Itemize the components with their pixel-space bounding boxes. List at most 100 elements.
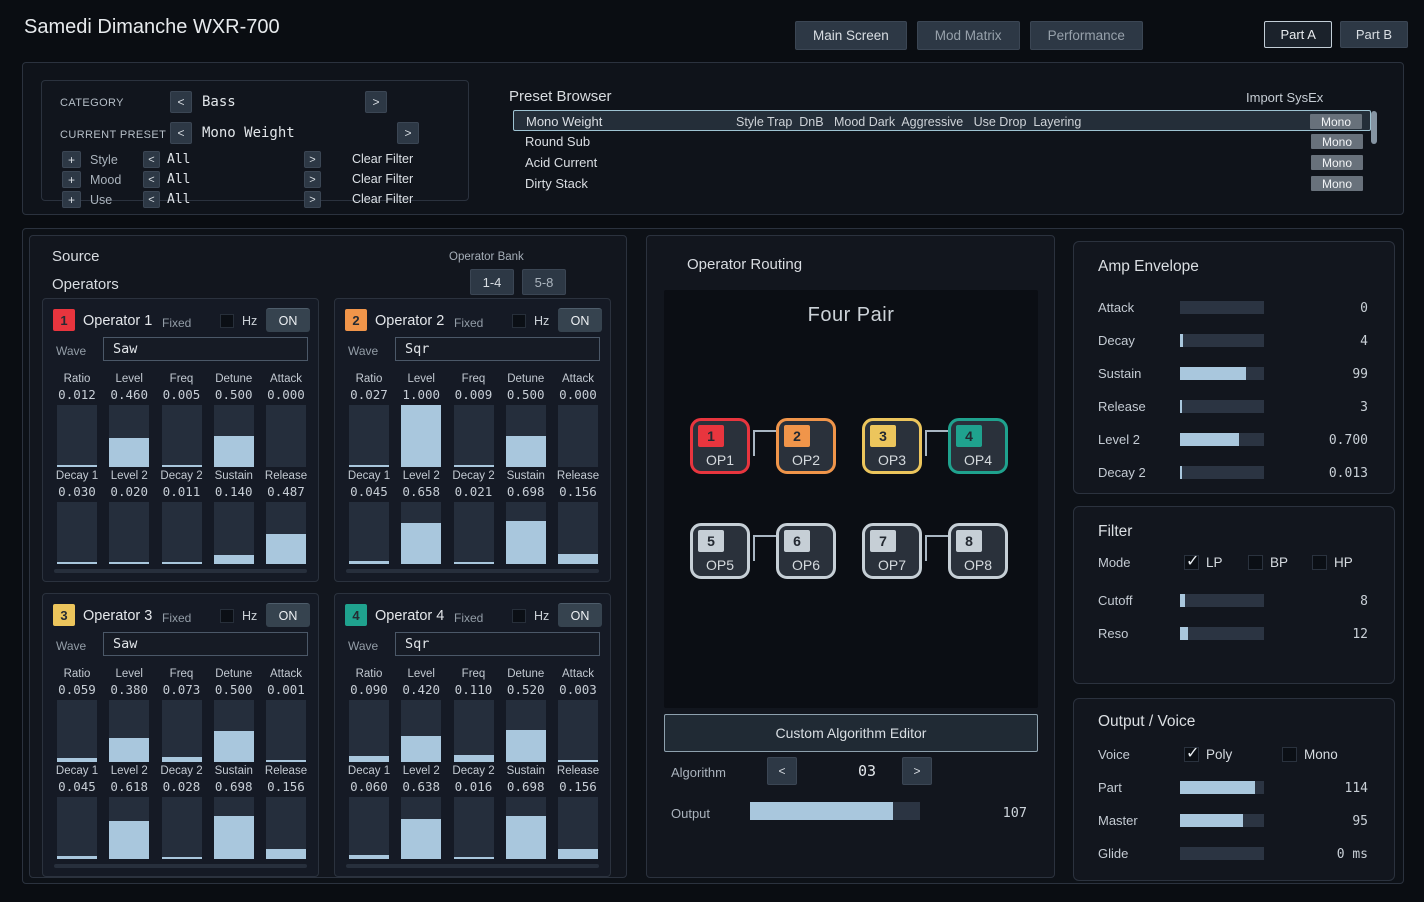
slider-track[interactable] [506,797,546,859]
slider-track[interactable] [454,502,494,564]
poly-checkbox[interactable]: ✓ [1184,747,1199,762]
clear-filter-button[interactable]: Clear Filter [352,192,413,206]
attack-slider[interactable]: Attack0.000 [261,373,311,467]
add-mood-filter-button[interactable]: + [62,171,81,188]
clear-filter-button[interactable]: Clear Filter [352,172,413,186]
slider-track[interactable] [162,797,202,859]
add-style-filter-button[interactable]: + [62,151,81,168]
part-a-button[interactable]: Part A [1264,21,1331,48]
bp-checkbox[interactable] [1248,555,1263,570]
fixed-hz-checkbox[interactable] [512,609,526,623]
slider-track[interactable] [214,502,254,564]
decay-2-slider[interactable]: Decay 20.021 [449,470,499,564]
decay-2-slider[interactable]: Decay 20.028 [157,765,207,859]
filter-prev-button[interactable]: < [143,171,160,188]
filter-prev-button[interactable]: < [143,191,160,208]
level-slider[interactable]: Level0.420 [396,668,446,762]
operator-on-button[interactable]: ON [266,603,310,627]
param-slider[interactable] [1180,847,1264,860]
ratio-slider[interactable]: Ratio0.059 [52,668,102,762]
slider-track[interactable] [401,502,441,564]
slider-track[interactable] [266,797,306,859]
op-node-op1[interactable]: 1OP1 [690,418,750,474]
wave-input[interactable]: Saw [103,337,308,361]
slider-track[interactable] [401,700,441,762]
detune-slider[interactable]: Detune0.500 [209,373,259,467]
param-slider[interactable] [1180,334,1264,347]
slider-track[interactable] [214,405,254,467]
op-node-op2[interactable]: 2OP2 [776,418,836,474]
param-slider[interactable] [1180,594,1264,607]
fixed-hz-checkbox[interactable] [512,314,526,328]
algorithm-prev-button[interactable]: < [767,757,797,785]
param-slider[interactable] [1180,627,1264,640]
nav-performance-button[interactable]: Performance [1030,21,1143,50]
release-slider[interactable]: Release0.156 [553,470,603,564]
slider-track[interactable] [162,700,202,762]
slider-track[interactable] [57,700,97,762]
attack-slider[interactable]: Attack0.003 [553,668,603,762]
level-slider[interactable]: Level0.380 [104,668,154,762]
slider-track[interactable] [506,700,546,762]
level-slider[interactable]: Level1.000 [396,373,446,467]
release-slider[interactable]: Release0.487 [261,470,311,564]
decay-1-slider[interactable]: Decay 10.060 [344,765,394,859]
slider-track[interactable] [266,700,306,762]
bank-5-8-button[interactable]: 5-8 [522,269,566,295]
slider-track[interactable] [214,700,254,762]
slider-track[interactable] [349,502,389,564]
filter-next-button[interactable]: > [304,191,321,208]
add-use-filter-button[interactable]: + [62,191,81,208]
preset-row[interactable]: Dirty StackMono [513,173,1371,194]
detune-slider[interactable]: Detune0.520 [501,668,551,762]
level-2-slider[interactable]: Level 20.658 [396,470,446,564]
operator-horizontal-slider[interactable] [346,864,599,868]
slider-track[interactable] [558,502,598,564]
decay-2-slider[interactable]: Decay 20.016 [449,765,499,859]
algorithm-next-button[interactable]: > [902,757,932,785]
attack-slider[interactable]: Attack0.000 [553,373,603,467]
param-slider[interactable] [1180,367,1264,380]
preset-list-scrollbar[interactable] [1371,111,1377,144]
nav-mod-matrix-button[interactable]: Mod Matrix [917,21,1020,50]
detune-slider[interactable]: Detune0.500 [501,373,551,467]
ratio-slider[interactable]: Ratio0.012 [52,373,102,467]
attack-slider[interactable]: Attack0.001 [261,668,311,762]
operator-on-button[interactable]: ON [558,603,602,627]
decay-1-slider[interactable]: Decay 10.045 [52,765,102,859]
param-slider[interactable] [1180,466,1264,479]
nav-main-screen-button[interactable]: Main Screen [795,21,907,50]
slider-track[interactable] [57,797,97,859]
filter-prev-button[interactable]: < [143,151,160,168]
op-node-op8[interactable]: 8OP8 [948,523,1008,579]
slider-track[interactable] [401,797,441,859]
output-slider[interactable] [750,802,920,820]
slider-track[interactable] [349,405,389,467]
operator-horizontal-slider[interactable] [346,569,599,573]
freq-slider[interactable]: Freq0.073 [157,668,207,762]
wave-input[interactable]: Sqr [395,337,600,361]
operator-horizontal-slider[interactable] [54,864,307,868]
param-slider[interactable] [1180,781,1264,794]
category-prev-button[interactable]: < [170,91,192,113]
op-node-op5[interactable]: 5OP5 [690,523,750,579]
preset-next-button[interactable]: > [397,122,419,144]
preset-row[interactable]: Mono WeightStyle Trap DnB Mood Dark Aggr… [513,110,1371,131]
decay-2-slider[interactable]: Decay 20.011 [157,470,207,564]
slider-track[interactable] [109,700,149,762]
param-slider[interactable] [1180,814,1264,827]
ratio-slider[interactable]: Ratio0.027 [344,373,394,467]
operator-on-button[interactable]: ON [558,308,602,332]
release-slider[interactable]: Release0.156 [553,765,603,859]
preset-prev-button[interactable]: < [170,122,192,144]
level-2-slider[interactable]: Level 20.618 [104,765,154,859]
freq-slider[interactable]: Freq0.009 [449,373,499,467]
wave-input[interactable]: Sqr [395,632,600,656]
mono-checkbox[interactable] [1282,747,1297,762]
slider-track[interactable] [558,797,598,859]
decay-1-slider[interactable]: Decay 10.045 [344,470,394,564]
slider-track[interactable] [506,405,546,467]
param-slider[interactable] [1180,301,1264,314]
fixed-hz-checkbox[interactable] [220,609,234,623]
level-2-slider[interactable]: Level 20.638 [396,765,446,859]
